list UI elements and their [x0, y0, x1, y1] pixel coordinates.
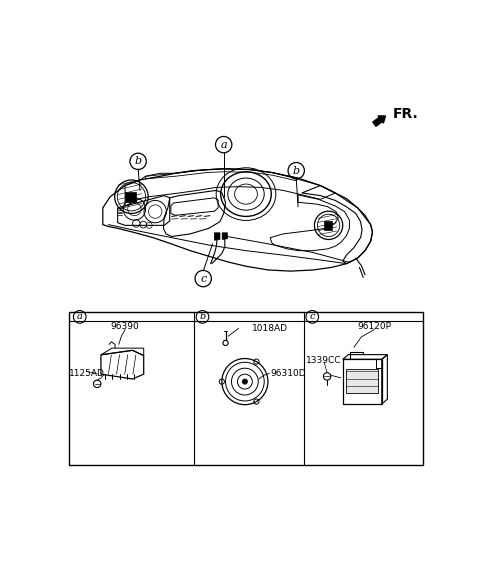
- Text: b: b: [199, 312, 205, 321]
- Text: c: c: [200, 274, 206, 283]
- Polygon shape: [222, 233, 228, 239]
- Text: 96310D: 96310D: [270, 369, 306, 378]
- Text: 96390: 96390: [111, 323, 140, 331]
- Text: 1125AD: 1125AD: [69, 369, 105, 378]
- Polygon shape: [215, 233, 220, 240]
- Text: b: b: [293, 166, 300, 176]
- FancyArrow shape: [373, 116, 385, 127]
- Text: 96120P: 96120P: [357, 323, 391, 331]
- Text: FR.: FR.: [393, 108, 419, 121]
- Text: a: a: [77, 312, 83, 321]
- Text: a: a: [220, 140, 227, 150]
- Text: b: b: [134, 156, 142, 166]
- Text: c: c: [310, 312, 315, 321]
- Circle shape: [242, 379, 248, 384]
- Polygon shape: [125, 192, 136, 202]
- Polygon shape: [324, 221, 332, 230]
- Text: 1018AD: 1018AD: [252, 324, 288, 333]
- Polygon shape: [347, 369, 378, 393]
- Text: 1339CC: 1339CC: [306, 356, 342, 365]
